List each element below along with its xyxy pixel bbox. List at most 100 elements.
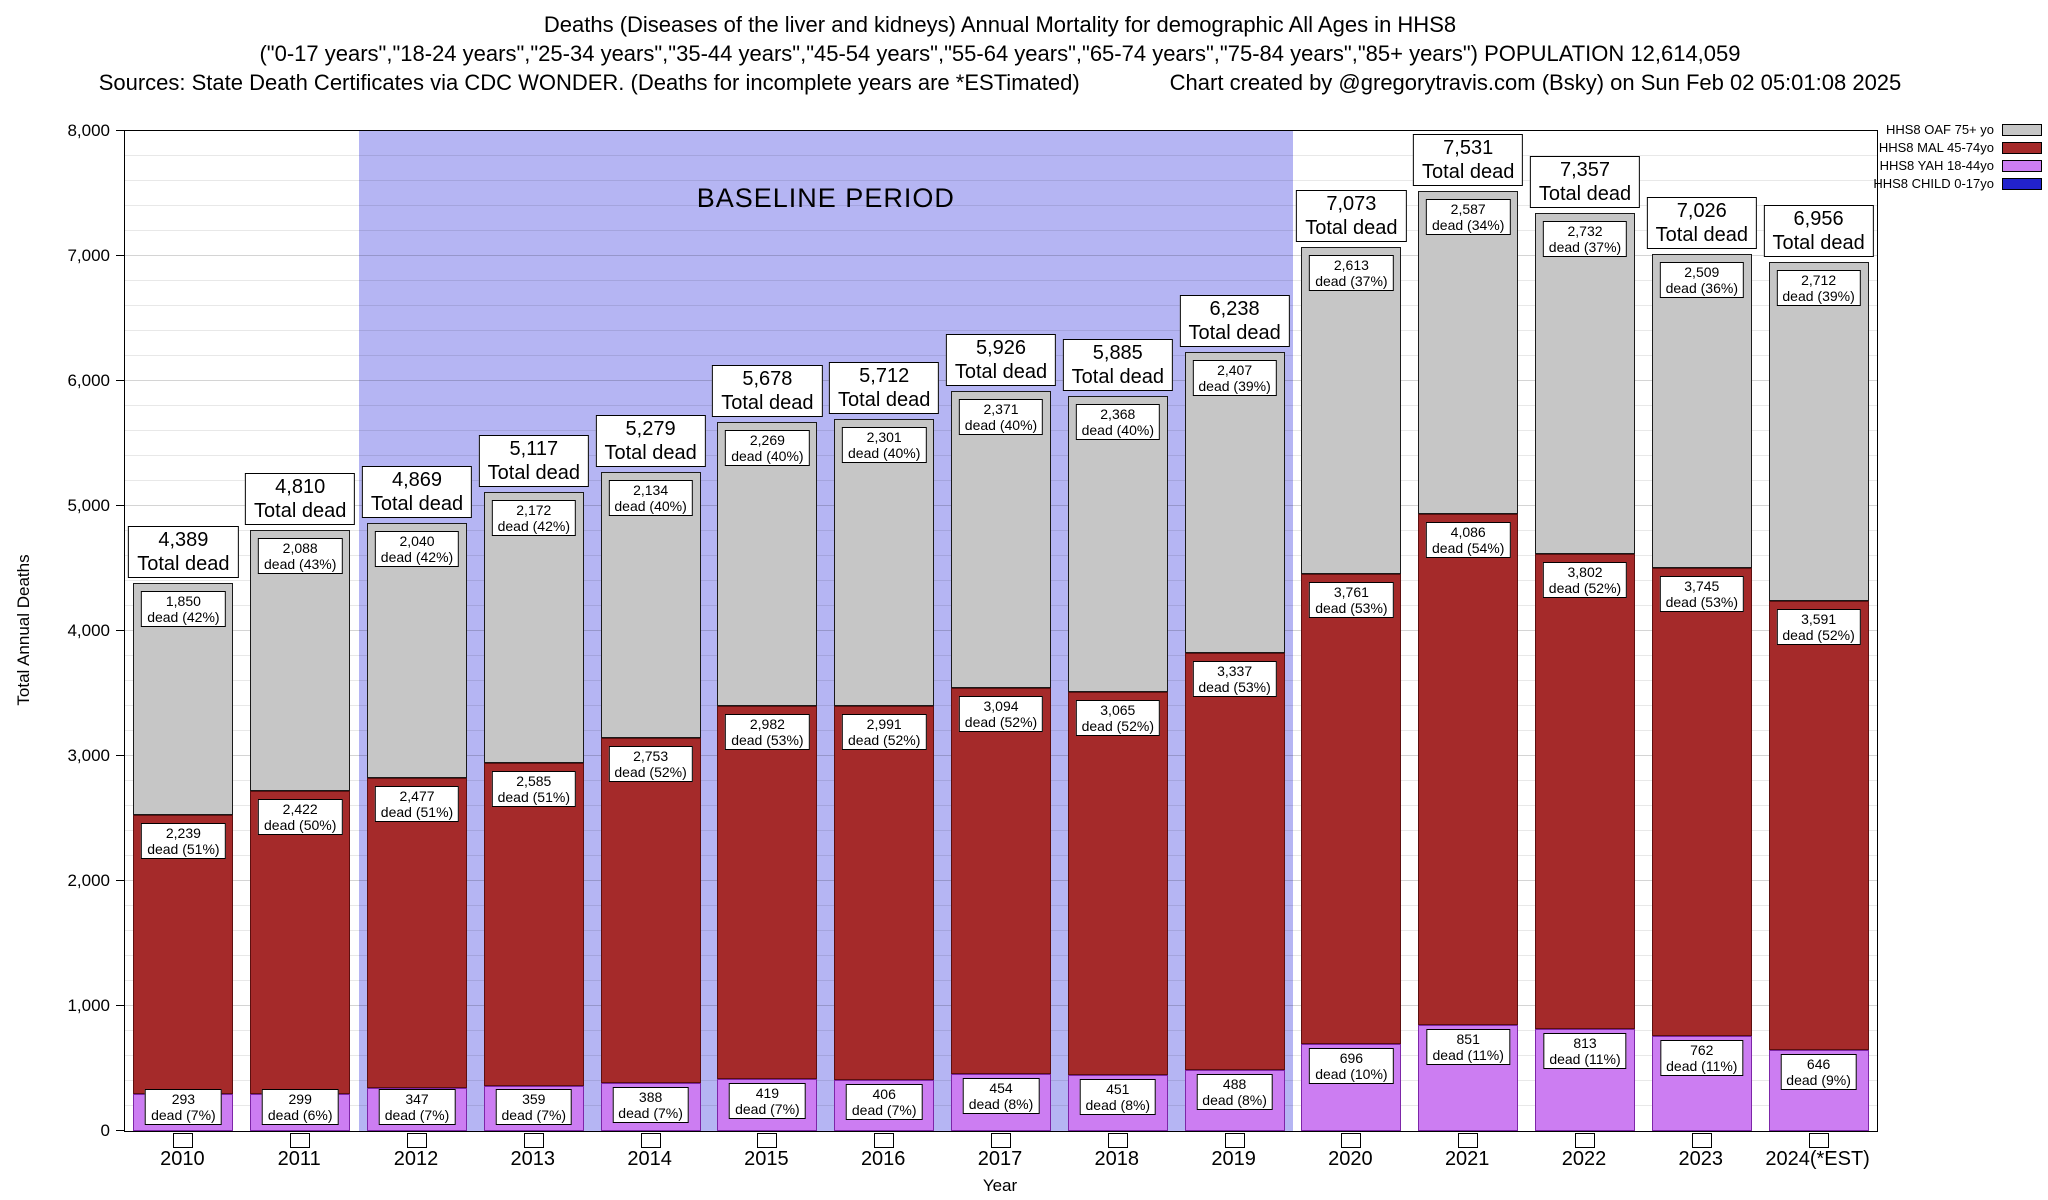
segment-value: 451 [1106, 1080, 1130, 1097]
chart-sources-note: Sources: State Death Certificates via CD… [98, 70, 1080, 95]
segment-value: 2,477 [399, 788, 435, 804]
total-dead-value: 4,869 [391, 469, 443, 491]
segment-label-yah: 696 dead (10%) [1309, 1048, 1394, 1084]
segment-value: 1,850 [165, 593, 201, 610]
total-dead-label: 4,869 Total dead [361, 466, 473, 518]
legend-color-swatch [2002, 141, 2042, 154]
total-dead-value: 4,389 [158, 529, 209, 552]
y-tick-mark [116, 1130, 124, 1131]
gridline [125, 330, 1877, 331]
segment-percent: dead (10%) [1315, 1066, 1388, 1082]
segment-label-oaf: 2,712 dead (39%) [1776, 270, 1861, 307]
y-tick-mark [116, 1005, 124, 1006]
bar-segment-oaf [717, 422, 818, 706]
segment-percent: dead (37%) [1548, 238, 1622, 255]
y-tick-label: 1,000 [67, 996, 110, 1015]
y-tick-label: 5,000 [67, 496, 110, 515]
y-tick-mark [116, 255, 124, 256]
total-dead-caption: Total dead [1772, 232, 1865, 255]
bar-segment-oaf [600, 471, 701, 739]
gridline [125, 205, 1877, 206]
total-dead-label: 6,956 Total dead [1763, 205, 1874, 258]
total-dead-label: 4,810 Total dead [245, 472, 356, 525]
chart-title: Deaths (Diseases of the liver and kidney… [0, 10, 2000, 97]
segment-label-oaf: 2,172 dead (42%) [491, 499, 576, 536]
segment-value: 2,991 [866, 716, 902, 733]
segment-label-mal: 2,982 dead (53%) [725, 713, 810, 750]
segment-percent: dead (53%) [1198, 678, 1271, 695]
segment-label-yah: 762 dead (11%) [1660, 1039, 1744, 1076]
bar-segment-oaf [951, 391, 1051, 688]
segment-percent: dead (40%) [1081, 421, 1154, 438]
segment-label-oaf: 2,088 dead (43%) [257, 537, 343, 574]
segment-percent: dead (11%) [1666, 1057, 1738, 1074]
segment-value: 2,269 [749, 432, 785, 449]
total-dead-value: 6,238 [1209, 298, 1260, 320]
segment-value: 2,239 [165, 824, 201, 841]
segment-label-mal: 3,761 dead (53%) [1309, 581, 1394, 618]
legend-item: HHS8 OAF 75+ yo [1873, 122, 2042, 137]
segment-value: 2,088 [282, 539, 318, 556]
segment-percent: dead (39%) [1198, 378, 1271, 394]
total-dead-value: 5,117 [509, 437, 559, 460]
segment-percent: dead (39%) [1782, 288, 1855, 305]
gridline [125, 155, 1877, 156]
total-dead-value: 7,357 [1559, 158, 1611, 181]
segment-label-yah: 293 dead (7%) [145, 1089, 222, 1125]
x-tick-label: 2019 [1211, 1148, 1256, 1170]
y-tick-mark [116, 755, 124, 756]
segment-percent: dead (52%) [1782, 627, 1855, 644]
segment-percent: dead (40%) [847, 444, 921, 461]
segment-percent: dead (53%) [1315, 599, 1388, 616]
bar-segment-mal [1768, 601, 1869, 1051]
segment-value: 2,982 [749, 715, 785, 732]
x-tick-label: 2011 [277, 1148, 321, 1170]
segment-label-oaf: 2,732 dead (37%) [1542, 220, 1628, 257]
bar-segment-mal [1067, 691, 1168, 1075]
segment-percent: dead (53%) [731, 731, 804, 748]
total-dead-caption: Total dead [1422, 160, 1515, 183]
total-dead-caption: Total dead [1188, 322, 1281, 344]
legend-item-label: HHS8 YAH 18-44yo [1879, 158, 1994, 173]
segment-label-mal: 2,991 dead (52%) [841, 714, 927, 751]
legend-item: HHS8 YAH 18-44yo [1873, 158, 2042, 173]
segment-label-oaf: 1,850 dead (42%) [141, 591, 226, 628]
gridline [125, 255, 1877, 256]
segment-percent: dead (40%) [731, 448, 804, 465]
legend-item-label: HHS8 MAL 45-74yo [1878, 140, 1994, 155]
segment-label-yah: 454 dead (8%) [962, 1078, 1040, 1115]
segment-value: 2,172 [516, 501, 552, 518]
total-dead-label: 7,026 Total dead [1646, 197, 1757, 249]
legend-item-label: HHS8 CHILD 0-17yo [1873, 176, 1994, 191]
segment-percent: dead (7%) [618, 1104, 683, 1121]
bar-segment-mal [1418, 513, 1519, 1025]
segment-value: 2,732 [1567, 222, 1603, 239]
chart-title-line3: Sources: State Death Certificates via CD… [0, 68, 2000, 97]
bar-segment-mal [1184, 652, 1285, 1070]
segment-percent: dead (42%) [147, 609, 220, 626]
legend: HHS8 OAF 75+ yo HHS8 MAL 45-74yo HHS8 YAH … [1873, 122, 2042, 194]
zero-segment-box [1808, 1133, 1829, 1148]
segment-label-yah: 347 dead (7%) [378, 1089, 456, 1125]
segment-label-oaf: 2,040 dead (42%) [374, 531, 460, 567]
zero-segment-box [1575, 1133, 1595, 1148]
bar-segment-mal [834, 706, 935, 1081]
segment-label-mal: 3,591 dead (52%) [1776, 609, 1861, 646]
gridline [125, 305, 1877, 306]
bar-segment-oaf [1768, 262, 1869, 602]
segment-percent: dead (7%) [151, 1107, 216, 1123]
segment-percent: dead (52%) [847, 732, 921, 749]
total-dead-caption: Total dead [487, 461, 580, 484]
chart-title-line1: Deaths (Diseases of the liver and kidney… [543, 12, 1457, 37]
segment-percent: dead (36%) [1665, 280, 1738, 296]
segment-label-mal: 3,802 dead (52%) [1542, 562, 1628, 599]
x-tick-label: 2013 [510, 1148, 556, 1170]
bar-segment-oaf [1535, 212, 1635, 555]
y-tick-label: 0 [100, 1121, 110, 1140]
legend-color-swatch [2002, 159, 2042, 172]
segment-value: 646 [1806, 1056, 1831, 1073]
y-tick-label: 3,000 [67, 746, 110, 765]
segment-value: 293 [171, 1091, 196, 1107]
total-dead-label: 5,279 Total dead [595, 414, 706, 467]
y-tick-mark [116, 380, 124, 381]
